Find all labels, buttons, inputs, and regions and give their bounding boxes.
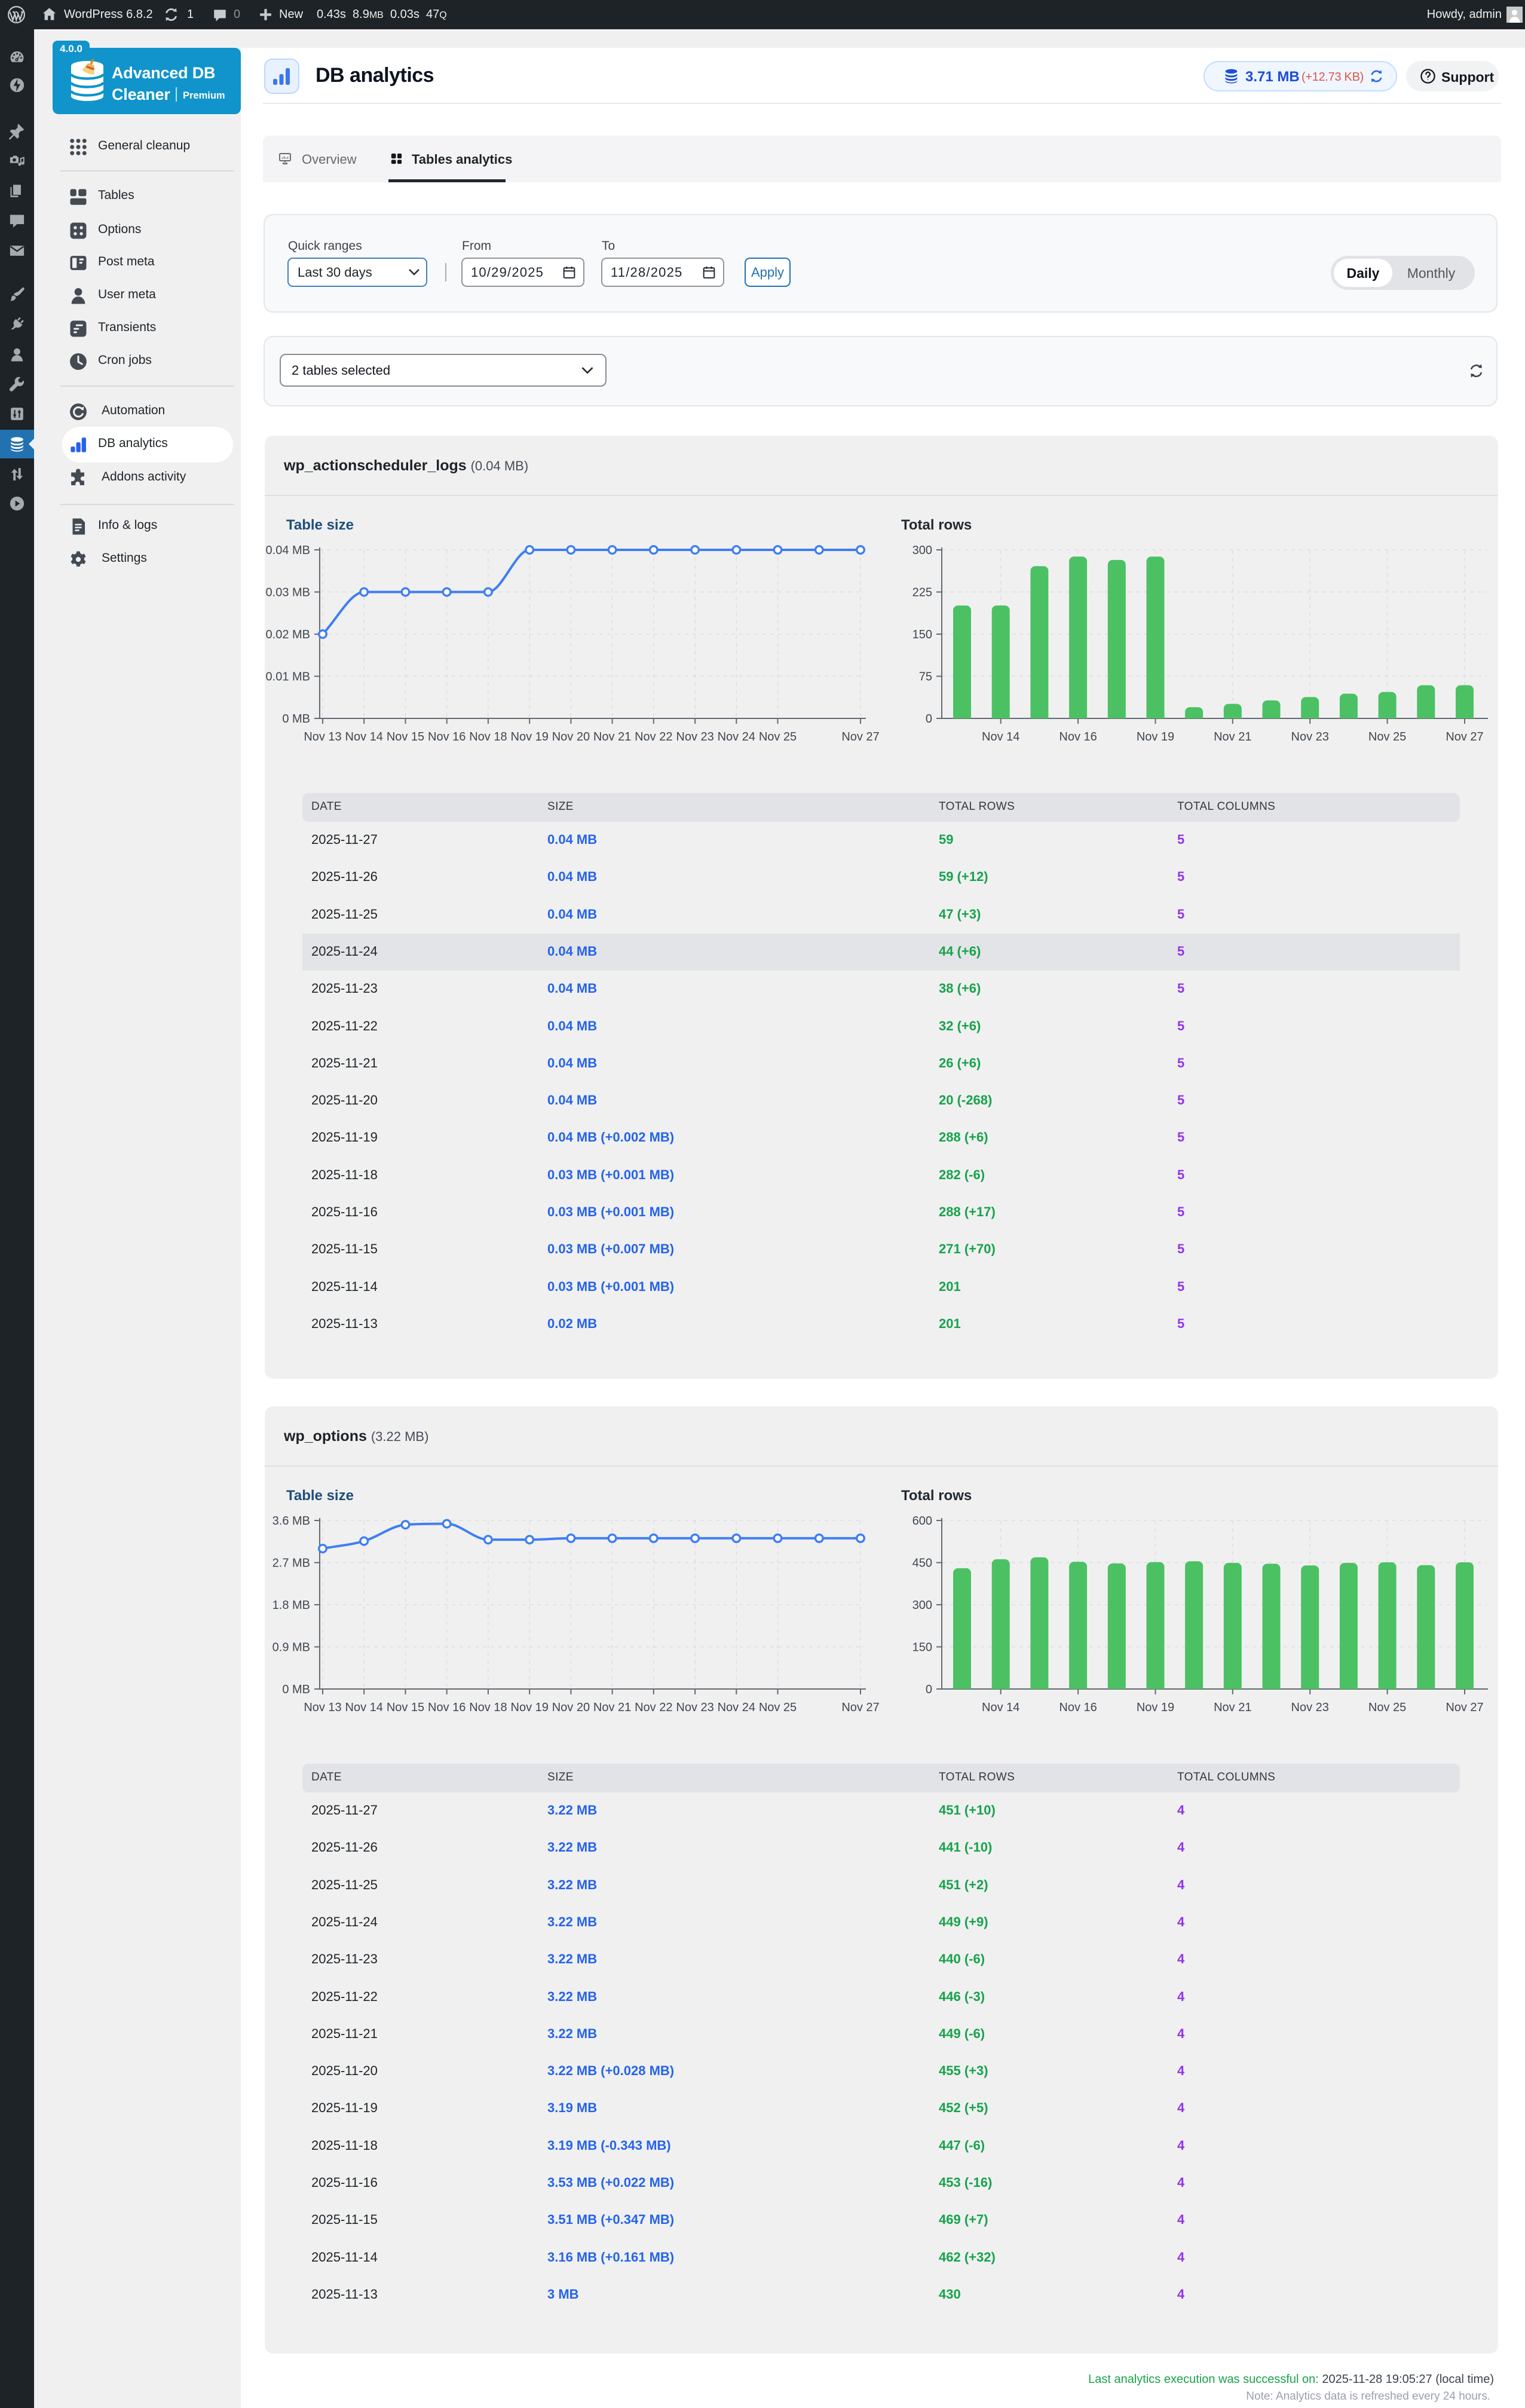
svg-text:Nov 21: Nov 21: [1214, 1701, 1251, 1714]
svg-text:Nov 14: Nov 14: [982, 730, 1019, 743]
svg-text:Nov 16: Nov 16: [1059, 1701, 1097, 1714]
svg-text:Nov 13: Nov 13: [304, 730, 341, 743]
svg-text:Nov 27: Nov 27: [841, 1701, 879, 1714]
svg-text:75: 75: [919, 671, 932, 684]
svg-text:0.03 MB: 0.03 MB: [266, 586, 310, 599]
svg-text:Nov 25: Nov 25: [1368, 730, 1406, 743]
svg-text:Nov 22: Nov 22: [635, 1701, 672, 1714]
svg-text:Nov 25: Nov 25: [759, 1701, 797, 1714]
svg-text:150: 150: [912, 628, 932, 641]
svg-text:Nov 14: Nov 14: [345, 1701, 383, 1714]
svg-text:Nov 15: Nov 15: [387, 1701, 424, 1714]
svg-text:Nov 25: Nov 25: [759, 730, 797, 743]
svg-text:Nov 14: Nov 14: [345, 730, 383, 743]
svg-text:Nov 22: Nov 22: [635, 730, 672, 743]
svg-text:Nov 24: Nov 24: [718, 1701, 755, 1714]
svg-text:150: 150: [912, 1641, 932, 1654]
svg-text:0 MB: 0 MB: [282, 1683, 310, 1696]
svg-text:Nov 21: Nov 21: [593, 730, 631, 743]
svg-text:Nov 19: Nov 19: [1137, 730, 1174, 743]
svg-text:Nov 23: Nov 23: [1291, 1701, 1329, 1714]
svg-text:Nov 16: Nov 16: [428, 1701, 466, 1714]
svg-text:Nov 19: Nov 19: [511, 1701, 549, 1714]
svg-text:Nov 21: Nov 21: [593, 1701, 631, 1714]
svg-text:450: 450: [912, 1557, 932, 1570]
svg-text:Nov 16: Nov 16: [428, 730, 466, 743]
svg-text:Nov 18: Nov 18: [469, 730, 507, 743]
svg-text:Nov 13: Nov 13: [304, 1701, 341, 1714]
svg-text:Nov 16: Nov 16: [1059, 730, 1097, 743]
svg-text:0.02 MB: 0.02 MB: [266, 628, 310, 641]
svg-text:Nov 27: Nov 27: [841, 730, 879, 743]
svg-text:0 MB: 0 MB: [282, 712, 310, 726]
svg-text:Nov 27: Nov 27: [1446, 730, 1483, 743]
svg-text:Nov 23: Nov 23: [1291, 730, 1329, 743]
svg-text:Nov 14: Nov 14: [982, 1701, 1019, 1714]
svg-text:Nov 25: Nov 25: [1368, 1701, 1406, 1714]
svg-text:Nov 20: Nov 20: [552, 1701, 590, 1714]
svg-text:0: 0: [926, 712, 932, 726]
svg-text:0.04 MB: 0.04 MB: [266, 544, 310, 557]
svg-text:0.01 MB: 0.01 MB: [266, 671, 310, 684]
svg-text:0: 0: [926, 1683, 932, 1696]
svg-text:1.8 MB: 1.8 MB: [272, 1599, 310, 1612]
svg-text:3.6 MB: 3.6 MB: [272, 1514, 310, 1528]
svg-text:300: 300: [912, 544, 932, 557]
svg-text:Nov 20: Nov 20: [552, 730, 590, 743]
svg-text:Nov 15: Nov 15: [387, 730, 424, 743]
svg-text:Nov 24: Nov 24: [718, 730, 755, 743]
svg-text:600: 600: [912, 1514, 932, 1528]
svg-text:225: 225: [912, 586, 932, 599]
svg-text:Nov 21: Nov 21: [1214, 730, 1251, 743]
svg-text:300: 300: [912, 1599, 932, 1612]
svg-text:2.7 MB: 2.7 MB: [272, 1557, 310, 1570]
svg-text:0.9 MB: 0.9 MB: [272, 1641, 310, 1654]
svg-text:Nov 18: Nov 18: [469, 1701, 507, 1714]
svg-text:Nov 19: Nov 19: [511, 730, 549, 743]
svg-text:Nov 23: Nov 23: [676, 1701, 713, 1714]
svg-text:Nov 23: Nov 23: [676, 730, 713, 743]
svg-text:Nov 27: Nov 27: [1446, 1701, 1483, 1714]
svg-text:Nov 19: Nov 19: [1137, 1701, 1174, 1714]
